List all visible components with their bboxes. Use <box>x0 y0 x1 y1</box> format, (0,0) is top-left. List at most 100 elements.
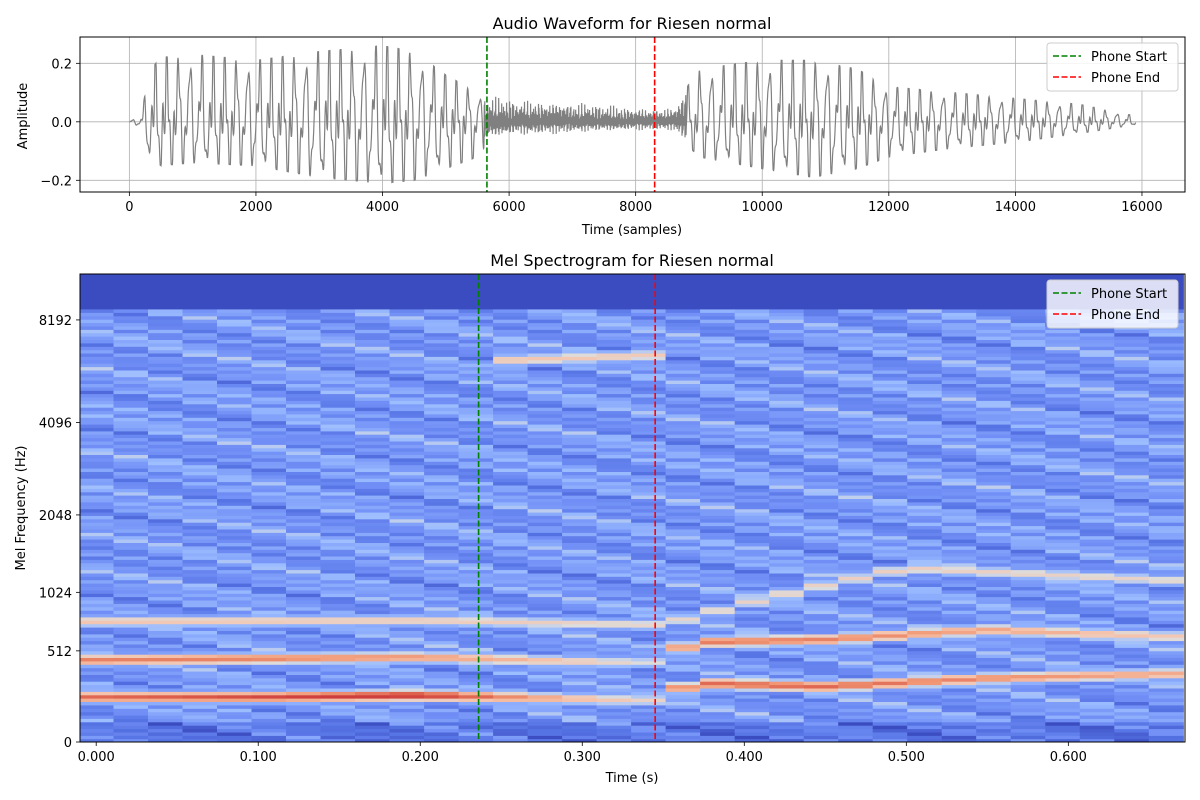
spectrogram-cell <box>803 336 839 340</box>
spectrogram-cell <box>665 610 701 615</box>
spectrogram-cell <box>907 461 943 466</box>
spectrogram-cell <box>665 664 701 669</box>
spectrogram-cell <box>976 481 1012 486</box>
spectrogram-cell <box>872 501 908 506</box>
spectrogram-cell <box>493 336 529 340</box>
spectrogram-cell <box>80 562 114 567</box>
spectrogram-cell <box>493 677 529 682</box>
spectrogram-cell <box>769 396 805 401</box>
spectrogram-cell <box>907 434 943 439</box>
spectrogram-cell <box>665 339 701 344</box>
spectrogram-cell <box>1010 671 1046 675</box>
spectrogram-cell <box>217 643 253 648</box>
spectrogram-cell <box>1114 413 1150 418</box>
spectrogram-cell <box>976 721 1012 726</box>
spectrogram-cell <box>113 539 149 543</box>
spectrogram-cell <box>113 711 149 716</box>
spectrogram-cell <box>113 478 149 483</box>
spectrogram-cell <box>182 610 218 615</box>
spectrogram-cell <box>872 559 908 564</box>
spectrogram-cell <box>838 424 874 428</box>
spectrogram-cell <box>389 430 425 435</box>
spectrogram-cell <box>907 566 943 571</box>
spectrogram-cell <box>148 640 184 645</box>
spectrogram-cell <box>976 725 1012 730</box>
spectrogram-cell <box>493 515 529 520</box>
spectrogram-cell <box>148 701 184 706</box>
spectrogram-cell <box>355 410 391 415</box>
spectrogram-cell <box>838 593 874 598</box>
spectrogram-cell <box>217 528 253 533</box>
spectrogram-cell <box>1010 424 1046 428</box>
spectrogram-x-tick-label: 0.100 <box>240 750 277 765</box>
spectrogram-cell <box>907 616 943 621</box>
spectrogram-cell <box>458 403 494 408</box>
spectrogram-cell <box>355 444 391 449</box>
spectrogram-cell <box>148 383 184 388</box>
spectrogram-cell <box>976 420 1012 425</box>
spectrogram-cell <box>1045 738 1081 742</box>
spectrogram-cell <box>803 501 839 506</box>
spectrogram-cell <box>458 633 494 638</box>
spectrogram-cell <box>976 701 1012 706</box>
spectrogram-cell <box>1010 562 1046 567</box>
spectrogram-cell <box>251 508 287 513</box>
spectrogram-cell <box>182 738 218 742</box>
spectrogram-cell <box>734 623 770 628</box>
spectrogram-cell <box>838 610 874 615</box>
spectrogram-cell <box>286 457 322 462</box>
spectrogram-cell <box>1148 599 1184 604</box>
spectrogram-cell <box>424 562 460 567</box>
spectrogram-cell <box>803 647 839 652</box>
spectrogram-cell <box>631 522 667 527</box>
spectrogram-cell <box>320 336 356 340</box>
spectrogram-cell <box>665 542 701 547</box>
spectrogram-cell <box>424 620 460 625</box>
spectrogram-cell <box>838 491 874 496</box>
spectrogram-cell <box>769 552 805 557</box>
spectrogram-cell <box>424 545 460 550</box>
spectrogram-cell <box>493 352 529 357</box>
spectrogram-cell <box>872 610 908 615</box>
spectrogram-cell <box>320 319 356 324</box>
spectrogram-cell <box>493 329 529 334</box>
spectrogram-cell <box>1114 532 1150 537</box>
spectrogram-cell <box>113 488 149 493</box>
spectrogram-cell <box>1045 410 1081 415</box>
spectrogram-cell <box>1079 505 1115 510</box>
spectrogram-cell <box>182 478 218 483</box>
spectrogram-cell <box>907 583 943 587</box>
spectrogram-cell <box>286 637 322 642</box>
spectrogram-cell <box>562 620 598 625</box>
spectrogram-cell <box>320 444 356 449</box>
spectrogram-cell <box>562 471 598 476</box>
spectrogram-cell <box>907 576 943 581</box>
spectrogram-cell <box>389 457 425 462</box>
spectrogram-cell <box>562 336 598 340</box>
spectrogram-cell <box>1114 576 1150 581</box>
spectrogram-cell <box>700 708 736 713</box>
spectrogram-cell <box>1079 461 1115 466</box>
spectrogram-cell <box>80 396 114 401</box>
spectrogram-cell <box>493 484 529 489</box>
spectrogram-cell <box>941 576 977 581</box>
spectrogram-cell <box>80 451 114 455</box>
spectrogram-cell <box>562 714 598 719</box>
spectrogram-cell <box>355 660 391 665</box>
spectrogram-cell <box>769 535 805 540</box>
spectrogram-cell <box>320 369 356 374</box>
spectrogram-cell <box>700 349 736 354</box>
spectrogram-cell <box>320 403 356 408</box>
spectrogram-axes-frame <box>79 273 1186 743</box>
spectrogram-cell <box>182 420 218 425</box>
spectrogram-cell <box>1045 359 1081 364</box>
spectrogram-cell <box>80 583 114 587</box>
spectrogram-cell <box>182 400 218 405</box>
spectrogram-cell <box>80 731 114 736</box>
spectrogram-cell <box>493 549 529 554</box>
spectrogram-cell <box>700 461 736 466</box>
spectrogram-cell <box>527 572 563 577</box>
spectrogram-cell <box>355 403 391 408</box>
spectrogram-cell <box>1079 515 1115 520</box>
spectrogram-cell <box>596 474 632 479</box>
